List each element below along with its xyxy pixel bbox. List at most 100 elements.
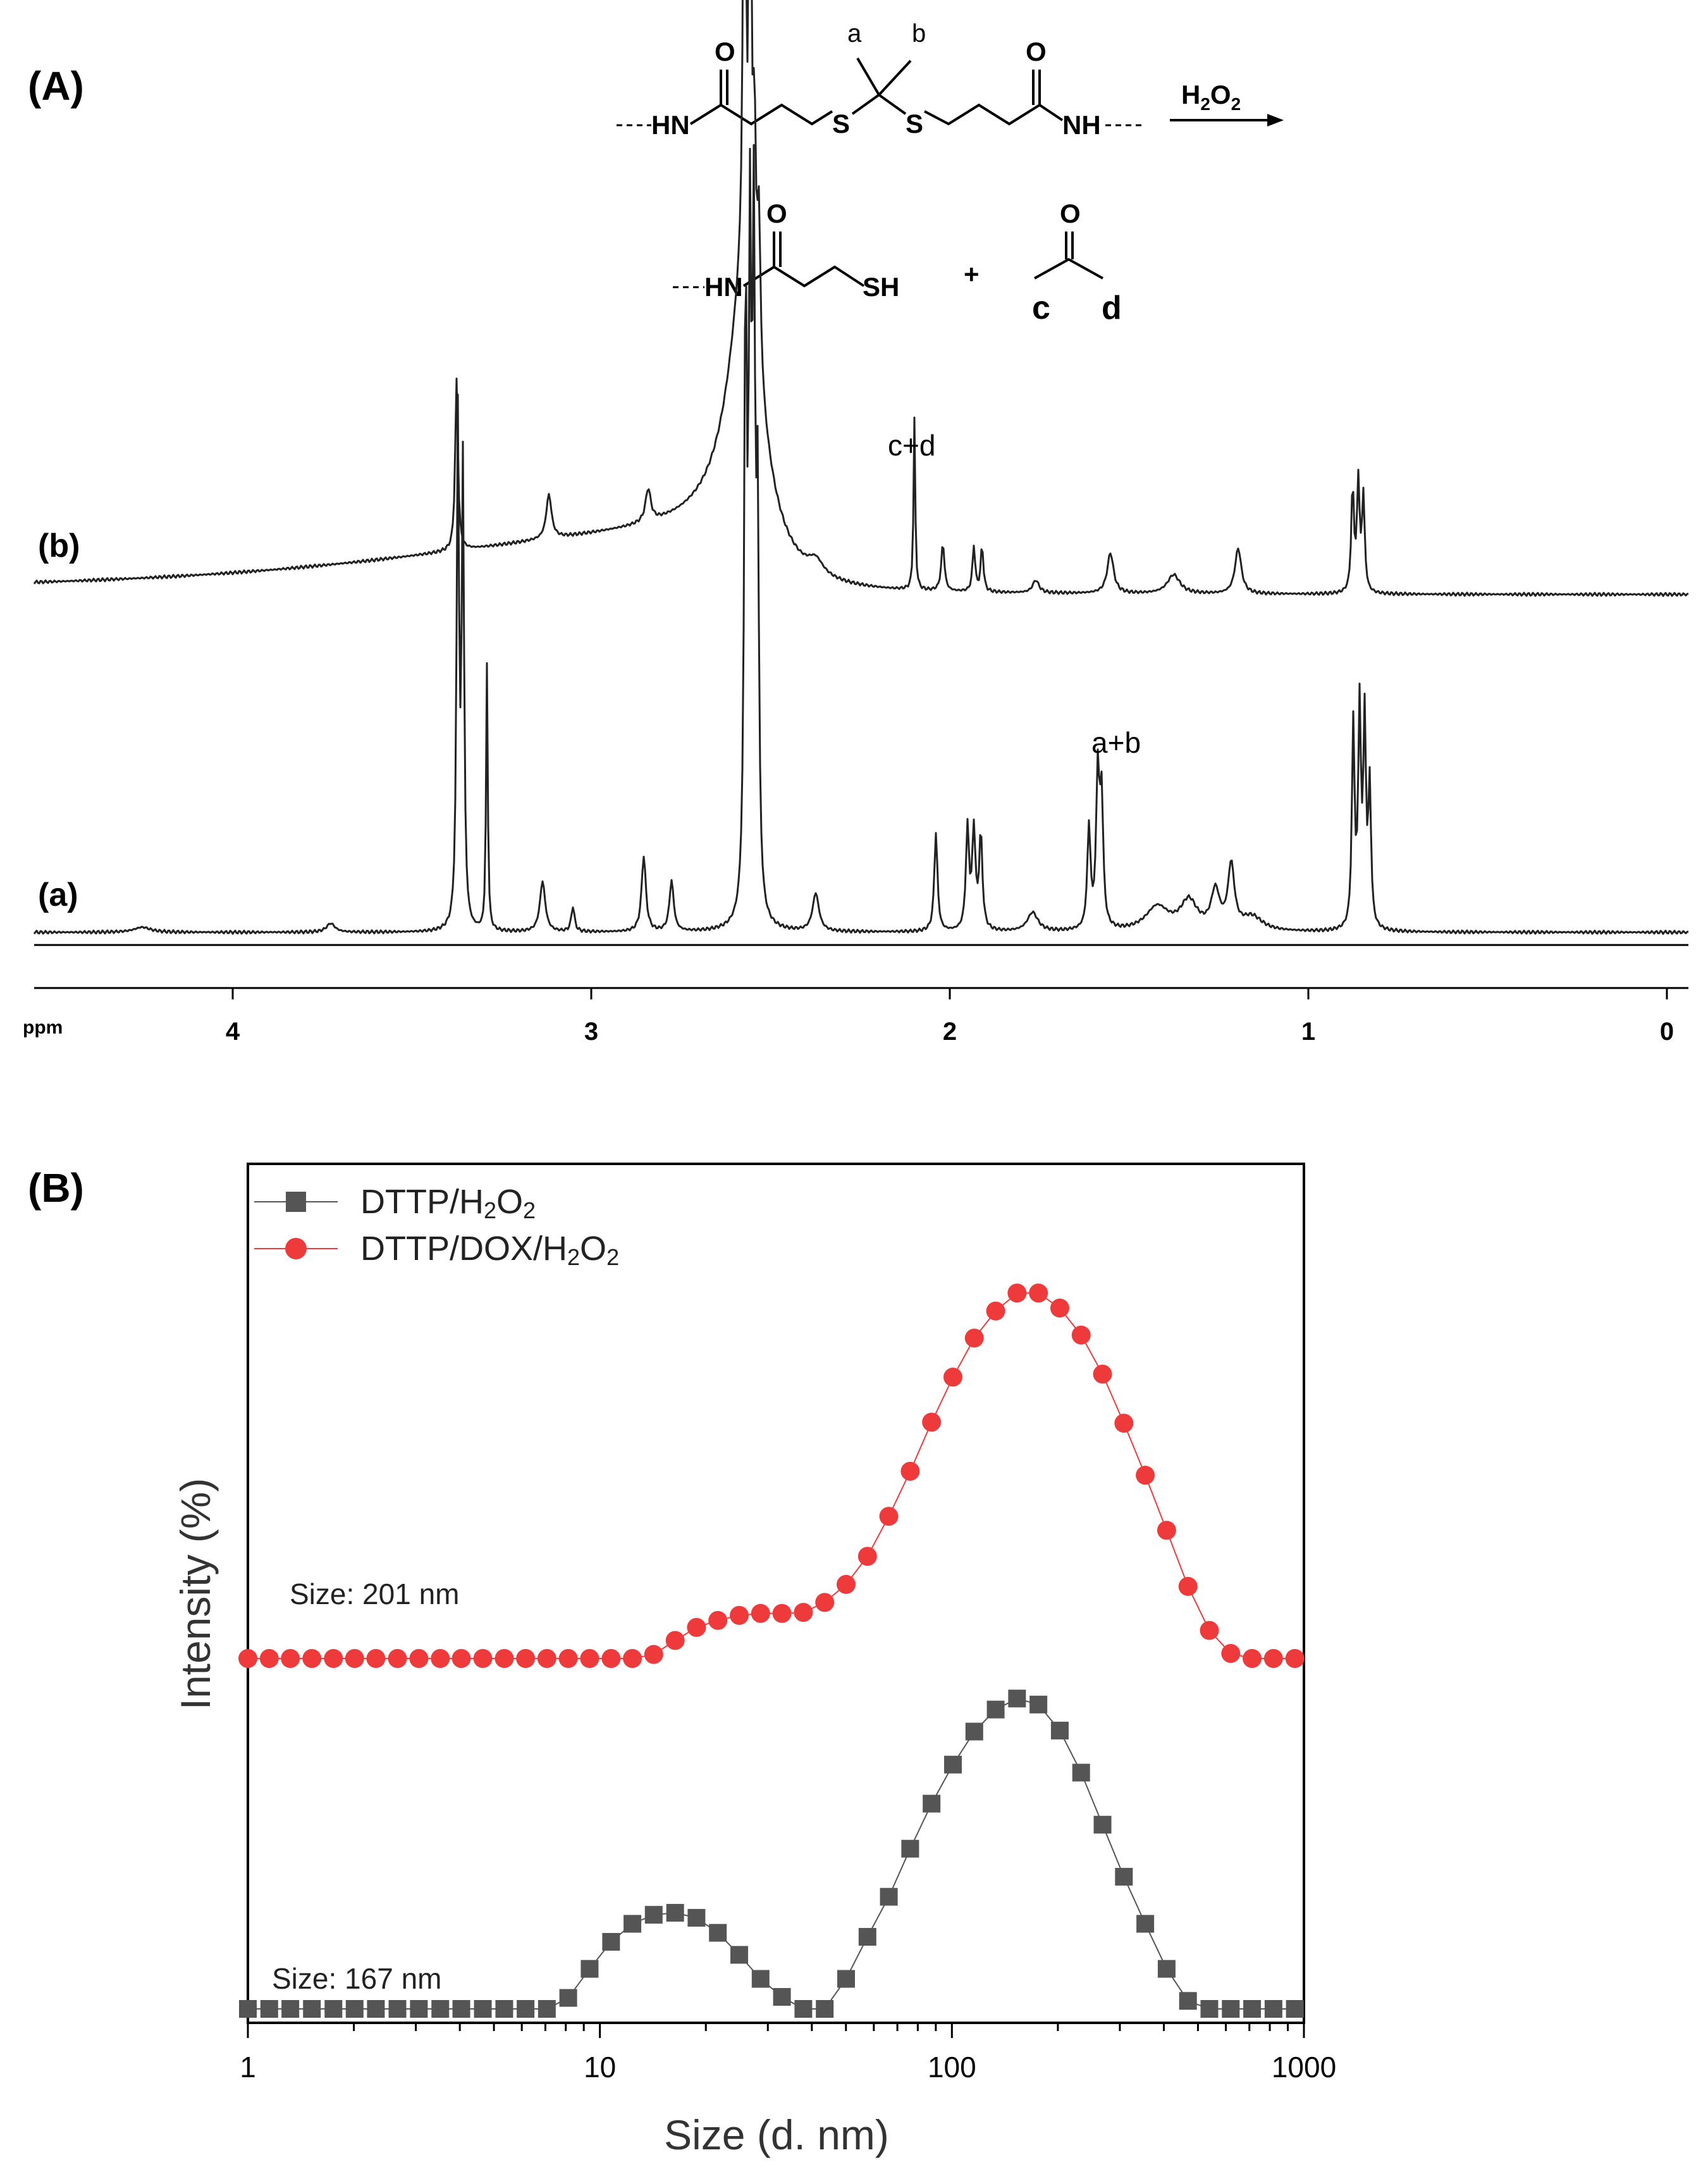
reagent-h2o2: H2O2: [1181, 80, 1241, 114]
spectrum-b-label: (b): [38, 528, 80, 564]
data-point-circle: [964, 1328, 984, 1348]
data-point-square: [431, 2000, 450, 2018]
nmr-tick-label: 2: [943, 1018, 957, 1046]
data-point-square: [1093, 1815, 1112, 1834]
data-point-square: [773, 1988, 791, 2006]
data-point-square: [794, 2000, 813, 2018]
atom-s-left: S: [832, 109, 850, 139]
data-point-square: [1243, 2000, 1262, 2018]
data-point-circle: [1221, 1644, 1241, 1664]
bond-chain-right: [924, 103, 1064, 126]
data-point-square: [474, 2000, 492, 2018]
data-point-circle: [1285, 1648, 1305, 1668]
data-point-square: [943, 1755, 962, 1774]
data-point-square: [602, 1932, 620, 1951]
label-a: a: [847, 20, 862, 47]
data-point-square: [410, 2000, 428, 2018]
plus-sign: +: [964, 259, 980, 289]
ppm-axis-label: ppm: [23, 1017, 63, 1038]
x-axis-title: Size (d. nm): [664, 2111, 889, 2158]
data-point-square: [345, 2000, 364, 2018]
legend-text-dttp: DTTP/H2O2: [360, 1183, 536, 1223]
atom-o-left: O: [715, 37, 735, 66]
dls-x-ticks: 1 10 100 1000: [240, 2023, 1336, 2084]
nmr-trace-b: [33, 0, 1689, 597]
data-point-circle: [281, 1648, 300, 1668]
data-point-circle: [900, 1461, 920, 1481]
x-tick-label: 1000: [1272, 2051, 1336, 2084]
bond-central: [851, 93, 907, 115]
x-tick-label: 100: [928, 2051, 976, 2084]
atom-hn-left: HN: [651, 110, 690, 140]
methyl-b: [878, 59, 912, 96]
data-point-circle: [302, 1648, 322, 1668]
data-point-circle: [751, 1603, 770, 1623]
data-point-square: [816, 2000, 834, 2018]
data-point-square: [388, 2000, 407, 2018]
data-point-circle: [1071, 1325, 1091, 1345]
dls-series: [238, 1283, 1305, 2018]
data-point-square: [858, 1928, 876, 1946]
data-point-circle: [1007, 1283, 1027, 1303]
nmr-tick-label: 4: [226, 1018, 240, 1046]
data-point-square: [923, 1794, 941, 1813]
spectrum-a-label: (a): [38, 877, 78, 913]
data-point-square: [239, 2000, 257, 2018]
data-point-square: [1286, 2000, 1304, 2018]
data-point-circle: [1200, 1621, 1219, 1640]
nmr-tick-label: 1: [1301, 1018, 1315, 1046]
data-point-circle: [409, 1648, 429, 1668]
plot-frame: [247, 1163, 1305, 2024]
data-point-circle: [665, 1631, 685, 1650]
y-axis-title: Intensity (%): [172, 1478, 219, 1710]
legend-marker-dttp: [286, 1192, 306, 1212]
data-point-square: [751, 1970, 770, 1988]
data-point-square: [1179, 1992, 1197, 2010]
reaction-scheme: HN O S a b S O NH H2O2 HN O SH + O c: [617, 20, 1284, 326]
panel-a-label: (A): [28, 63, 84, 109]
data-point-circle: [922, 1412, 942, 1432]
nmr-trace-a: [33, 144, 1689, 935]
bond-chain-left: [689, 103, 833, 126]
data-point-square: [260, 2000, 278, 2018]
data-point-circle: [259, 1648, 279, 1668]
atom-nh-right: NH: [1062, 110, 1101, 140]
data-point-square: [1029, 1695, 1048, 1714]
data-point-circle: [1263, 1648, 1283, 1668]
data-point-circle: [857, 1547, 877, 1566]
data-point-circle: [730, 1605, 749, 1625]
data-point-circle: [431, 1648, 450, 1668]
arrow-head: [1267, 114, 1284, 127]
nmr-tick-label: 0: [1660, 1018, 1674, 1046]
dls-chart: 1 10 100 1000: [238, 1163, 1336, 2084]
data-point-square: [495, 2000, 513, 2018]
bond-product-chain: [742, 265, 865, 288]
x-tick-label: 10: [584, 2051, 616, 2084]
label-b: b: [912, 20, 926, 47]
data-point-square: [624, 1915, 642, 1933]
data-point-circle: [1243, 1648, 1262, 1668]
methyl-a: [856, 57, 880, 96]
data-point-circle: [452, 1648, 471, 1668]
data-point-circle: [1178, 1577, 1198, 1597]
data-point-square: [1264, 2000, 1282, 2018]
data-point-circle: [238, 1648, 257, 1668]
data-point-square: [730, 1946, 749, 1964]
data-point-square: [687, 1908, 706, 1927]
data-point-square: [1050, 1721, 1069, 1739]
data-point-circle: [986, 1301, 1005, 1321]
data-point-square: [1115, 1868, 1133, 1886]
data-point-circle: [815, 1593, 835, 1612]
data-point-circle: [537, 1648, 556, 1668]
atom-o-acetone: O: [1060, 199, 1081, 228]
data-point-circle: [473, 1648, 493, 1668]
data-point-square: [538, 2000, 556, 2018]
legend-text-dttp-dox: DTTP/DOX/H2O2: [360, 1230, 619, 1270]
atom-s-right: S: [906, 109, 923, 139]
data-point-circle: [687, 1617, 706, 1637]
data-point-circle: [708, 1610, 728, 1630]
legend-marker-dttp-dox: [285, 1238, 307, 1259]
nmr-x-ticks: 4 3 2 1 0: [226, 988, 1674, 1046]
data-point-circle: [1136, 1466, 1155, 1485]
